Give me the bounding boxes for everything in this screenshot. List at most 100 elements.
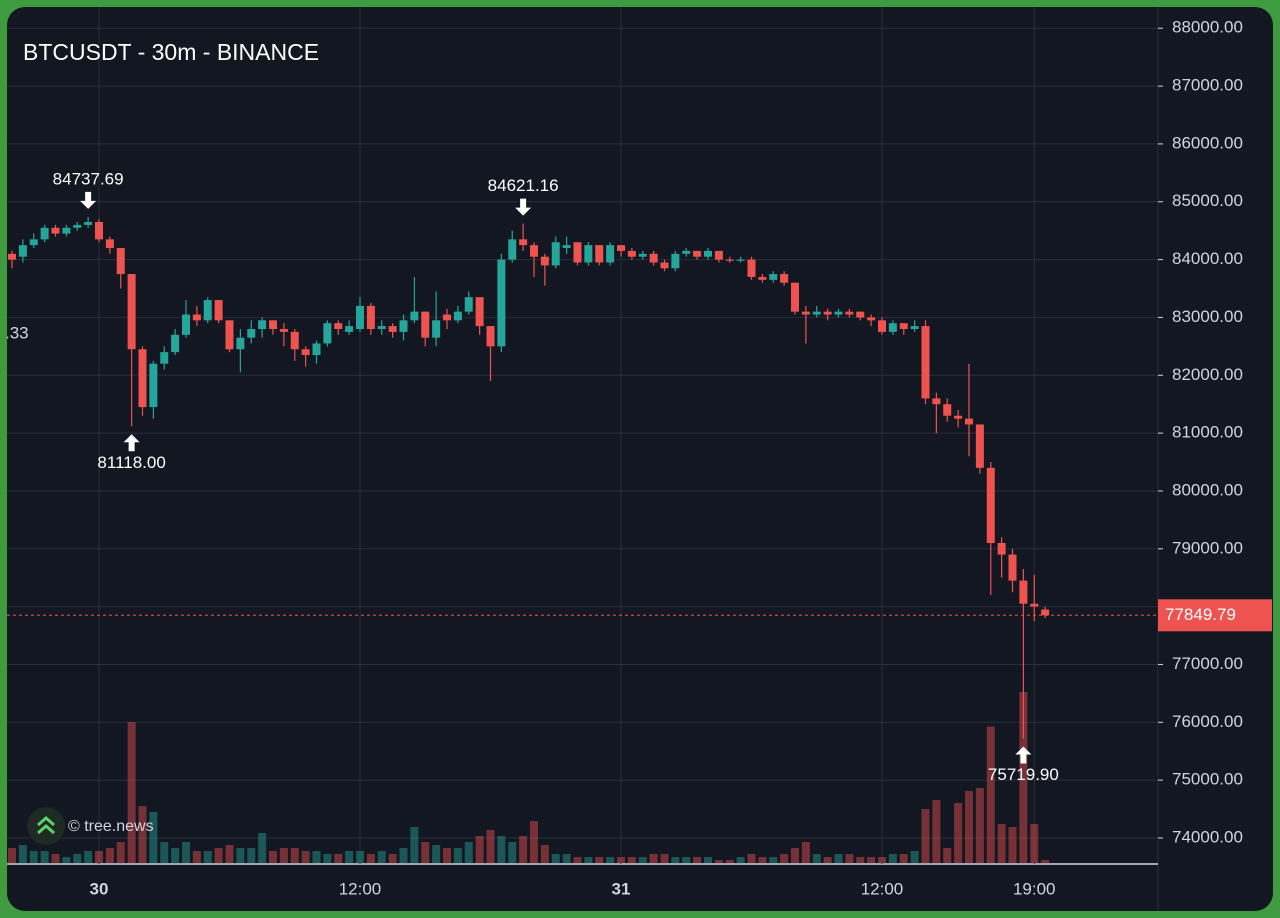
- y-tick-label: 77000.00: [1172, 654, 1243, 673]
- candle-body: [714, 250, 723, 260]
- candles: [8, 216, 1050, 739]
- candle-body: [171, 334, 180, 353]
- candle-body: [638, 253, 647, 257]
- volume-bar: [747, 854, 756, 863]
- candle-body: [867, 317, 876, 321]
- volume-bar: [682, 857, 691, 863]
- candle-body: [693, 250, 702, 257]
- candle-body: [573, 242, 582, 263]
- volume-bar: [899, 854, 908, 863]
- volume-bar: [921, 809, 930, 863]
- volume-bar: [997, 824, 1006, 863]
- volume-bar: [453, 848, 462, 863]
- volume-bar: [29, 851, 38, 863]
- candle-body: [758, 276, 767, 280]
- volume-bar: [432, 845, 441, 863]
- x-tick-label: 12:00: [339, 879, 382, 898]
- volume-bar: [192, 851, 201, 863]
- candle-body: [823, 311, 832, 315]
- volume-bar: [943, 848, 952, 863]
- candle-body: [116, 248, 125, 275]
- candle-body: [1019, 580, 1028, 604]
- candle-body: [73, 224, 82, 228]
- candle-body: [40, 227, 49, 240]
- candle-body: [595, 245, 604, 263]
- volume-bar: [530, 821, 538, 863]
- candle-body: [725, 259, 734, 261]
- volume-bar: [791, 848, 799, 863]
- volume-bar: [812, 854, 821, 863]
- volume-bar: [160, 842, 169, 863]
- candle-body: [1030, 603, 1039, 607]
- y-tick-label: 74000.00: [1172, 827, 1243, 846]
- volume-bar: [693, 857, 702, 863]
- volume-bar: [269, 851, 277, 863]
- y-tick-label: 76000.00: [1172, 712, 1243, 731]
- volume-bar: [497, 836, 506, 863]
- volume-bars: [8, 692, 1050, 863]
- candle-body: [497, 259, 506, 347]
- volume-bar: [975, 788, 984, 863]
- volume-bar: [301, 851, 310, 863]
- candle-body: [965, 418, 973, 425]
- candle-body: [747, 259, 756, 277]
- candle-body: [780, 274, 789, 283]
- candle-body: [530, 245, 538, 257]
- volume-bar: [758, 857, 767, 863]
- volume-bar: [769, 857, 778, 863]
- cut-off-label: .33: [7, 323, 29, 342]
- volume-bar: [932, 800, 941, 863]
- volume-bar: [73, 854, 82, 863]
- candle-body: [138, 349, 147, 408]
- volume-bar: [638, 857, 647, 863]
- candle-body: [508, 239, 517, 260]
- marker-arrow: [515, 198, 532, 216]
- volume-bar: [801, 842, 810, 863]
- candle-body: [801, 311, 810, 315]
- volume-bar: [247, 848, 256, 863]
- candle-body: [856, 311, 865, 318]
- volume-bar: [780, 854, 789, 863]
- volume-bar: [562, 854, 571, 863]
- volume-bar: [671, 857, 680, 863]
- volume-bar: [1008, 827, 1017, 863]
- y-tick-label: 86000.00: [1172, 133, 1243, 152]
- candle-body: [736, 259, 745, 261]
- candle-body: [975, 424, 984, 468]
- volume-bar: [856, 857, 865, 863]
- volume-bar: [464, 842, 473, 863]
- last-price-label: 77849.79: [1165, 605, 1236, 624]
- volume-bar: [573, 857, 582, 863]
- volume-bar: [878, 857, 886, 863]
- volume-bar: [617, 857, 625, 863]
- candle-body: [18, 245, 27, 257]
- volume-bar: [421, 842, 430, 863]
- volume-bar: [8, 848, 16, 863]
- candle-body: [366, 305, 375, 329]
- marker-label: 84737.69: [53, 169, 124, 188]
- volume-bar: [312, 851, 321, 863]
- candle-body: [443, 314, 451, 321]
- candle-body: [519, 239, 528, 246]
- volume-bar: [258, 833, 267, 863]
- grid: [7, 7, 1163, 864]
- y-tick-label: 79000.00: [1172, 538, 1243, 557]
- candle-body: [192, 314, 201, 321]
- volume-bar: [236, 848, 245, 863]
- volume-bar: [1041, 860, 1050, 863]
- volume-bar: [84, 851, 93, 863]
- y-tick-label: 88000.00: [1172, 18, 1243, 37]
- candle-body: [258, 320, 267, 329]
- volume-bar: [606, 857, 615, 863]
- candle-body: [149, 363, 158, 408]
- candle-body: [986, 467, 995, 543]
- candle-body: [105, 239, 114, 249]
- volume-bar: [725, 860, 734, 863]
- candle-body: [540, 256, 549, 266]
- candle-body: [410, 311, 419, 321]
- candle-body: [671, 253, 680, 269]
- candle-body: [62, 227, 71, 234]
- volume-bar: [377, 851, 386, 863]
- candle-body: [432, 320, 441, 338]
- volume-bar: [519, 836, 528, 863]
